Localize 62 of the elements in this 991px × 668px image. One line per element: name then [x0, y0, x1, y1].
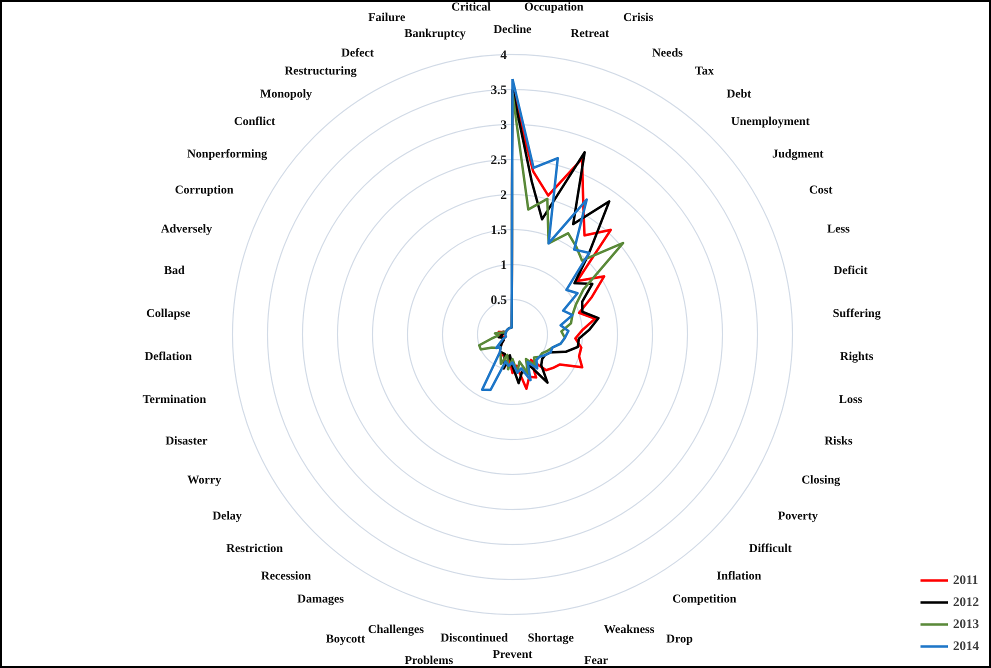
y-tick-label: 2.5 — [490, 152, 508, 167]
spoke-label: Debt — [726, 86, 752, 100]
spoke-label: Needs — [652, 46, 684, 60]
spoke-label: Closing — [801, 472, 840, 487]
spoke-label: Drop — [666, 631, 694, 646]
y-tick-label: 1 — [500, 257, 507, 272]
spoke-label: Conflict — [234, 114, 276, 128]
spoke-label: Shortage — [528, 630, 574, 645]
legend-label: 2013 — [953, 615, 979, 633]
spoke-label: Difficult — [749, 540, 792, 555]
spoke-label: Damages — [297, 592, 344, 606]
spoke-label: Adversely — [160, 222, 212, 236]
spoke-label: Competition — [672, 592, 737, 606]
y-tick-label: 0.5 — [490, 292, 508, 307]
y-tick-label: 2 — [500, 187, 507, 202]
spoke-label: Inflation — [716, 568, 762, 583]
y-tick-label: 1.5 — [490, 222, 508, 237]
spoke-label: Monopoly — [260, 86, 312, 100]
spoke-label: Loss — [838, 392, 863, 406]
spoke-label: Weakness — [604, 622, 655, 636]
spoke-label: Rights — [840, 349, 874, 364]
spoke-label: Recession — [261, 568, 312, 583]
legend-label: 2012 — [953, 593, 979, 611]
spoke-label: Poverty — [778, 508, 818, 523]
spoke-label: Retreat — [570, 26, 610, 40]
spoke-label: Bad — [164, 263, 186, 278]
spoke-label: Prevent — [492, 646, 532, 661]
spoke-label: Problems — [404, 653, 454, 668]
spoke-label: Crisis — [623, 10, 654, 24]
spoke-label: Nonperforming — [187, 146, 268, 160]
spoke-label: Disaster — [165, 433, 208, 448]
spoke-label: Failure — [368, 10, 406, 24]
spoke-label: Boycott — [326, 631, 366, 646]
spoke-label: Occupation — [524, 0, 584, 14]
spoke-label: Bankruptcy — [404, 26, 466, 40]
spoke-label: Delay — [212, 508, 242, 523]
spoke-label: Decline — [494, 22, 532, 36]
y-tick-label: 4 — [500, 47, 508, 62]
spoke-label: Restriction — [226, 540, 284, 555]
legend-label: 2011 — [953, 571, 978, 589]
spoke-label: Critical — [451, 0, 492, 14]
spoke-label: Restructuring — [284, 63, 357, 78]
spoke-label: Deficit — [834, 263, 868, 278]
spoke-label: Unemployment — [731, 114, 810, 128]
spoke-label: Collapse — [146, 306, 191, 320]
legend-label: 2014 — [953, 637, 979, 655]
spoke-label: Suffering — [832, 306, 881, 320]
spoke-label: Judgment — [772, 146, 824, 160]
spoke-label: Fear — [584, 653, 609, 668]
spoke-label: Deflation — [144, 349, 192, 364]
spoke-label: Termination — [142, 392, 206, 406]
spoke-label: Challenges — [368, 622, 424, 636]
spoke-label: Tax — [694, 63, 714, 78]
spoke-label: Cost — [809, 182, 832, 196]
spoke-label: Discontinued — [440, 630, 508, 645]
spoke-label: Worry — [187, 472, 222, 487]
spoke-label: Less — [827, 222, 850, 236]
spoke-label: Defect — [341, 46, 374, 60]
y-tick-label: 3.5 — [490, 82, 508, 97]
spoke-label: Risks — [824, 433, 853, 448]
y-tick-label: 3 — [500, 117, 508, 132]
spoke-label: Corruption — [174, 182, 234, 196]
